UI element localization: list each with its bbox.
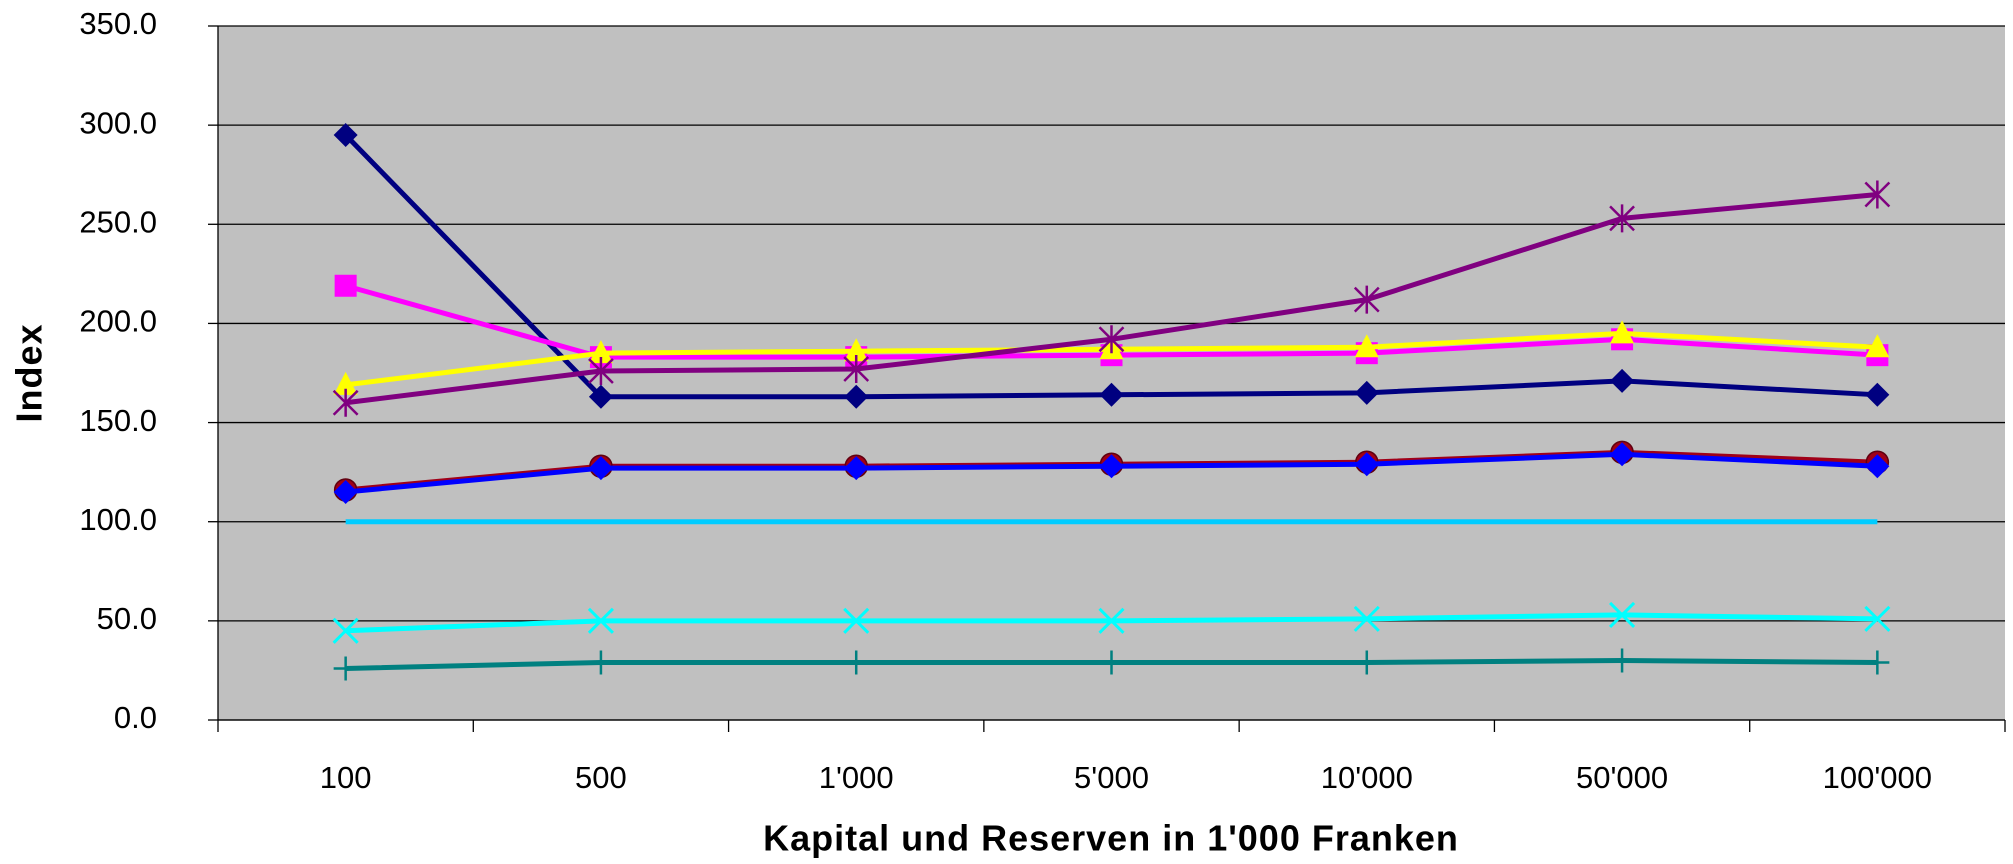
marker — [1610, 368, 1635, 393]
y-tick-label: 300.0 — [79, 105, 157, 140]
x-axis-title: Kapital und Reserven in 1'000 Franken — [763, 818, 1459, 859]
marker — [1865, 334, 1890, 358]
marker — [843, 355, 870, 384]
marker — [588, 357, 614, 386]
marker — [1353, 605, 1380, 632]
marker — [1864, 180, 1891, 209]
marker — [1098, 325, 1125, 354]
marker — [1610, 320, 1635, 344]
y-axis-title: Index — [9, 323, 50, 422]
marker — [1865, 382, 1890, 407]
marker — [333, 479, 358, 504]
marker — [1865, 454, 1890, 479]
marker — [587, 607, 614, 634]
y-tick-label: 0.0 — [114, 700, 157, 735]
y-tick-label: 350.0 — [79, 6, 157, 41]
y-tick-label: 50.0 — [97, 601, 157, 636]
y-tick-label: 200.0 — [79, 304, 157, 339]
marker — [1609, 204, 1635, 233]
marker — [332, 617, 359, 644]
marker — [844, 456, 869, 481]
marker — [1098, 607, 1125, 634]
marker — [844, 650, 869, 675]
x-tick-label: 100'000 — [1823, 760, 1932, 795]
x-tick-label: 100 — [320, 760, 372, 795]
marker — [1610, 442, 1635, 467]
marker — [1610, 648, 1635, 673]
marker — [1099, 382, 1124, 407]
marker — [1354, 650, 1379, 675]
plot-area — [218, 26, 2005, 720]
marker — [332, 388, 359, 417]
marker — [1354, 334, 1379, 358]
marker — [844, 338, 869, 362]
marker — [1354, 380, 1379, 405]
marker — [1354, 452, 1379, 477]
marker — [1099, 454, 1124, 479]
marker — [588, 340, 613, 364]
marker — [334, 274, 357, 297]
x-tick-label: 1'000 — [819, 760, 894, 795]
marker — [1864, 605, 1891, 632]
marker — [1353, 285, 1380, 314]
x-tick-label: 50'000 — [1576, 760, 1668, 795]
x-tick-label: 10'000 — [1321, 760, 1413, 795]
y-tick-label: 250.0 — [79, 204, 157, 239]
marker — [333, 123, 358, 148]
x-tick-label: 5'000 — [1074, 760, 1149, 795]
marker — [1865, 650, 1890, 675]
marker — [843, 607, 870, 634]
marker — [588, 456, 613, 481]
marker — [333, 371, 358, 395]
marker — [1099, 650, 1124, 675]
marker — [1609, 601, 1636, 628]
x-tick-label: 500 — [575, 760, 627, 795]
y-tick-label: 100.0 — [79, 502, 157, 537]
marker — [588, 650, 613, 675]
y-tick-label: 150.0 — [79, 403, 157, 438]
marker — [588, 384, 613, 409]
marker — [844, 384, 869, 409]
marker — [333, 656, 358, 681]
